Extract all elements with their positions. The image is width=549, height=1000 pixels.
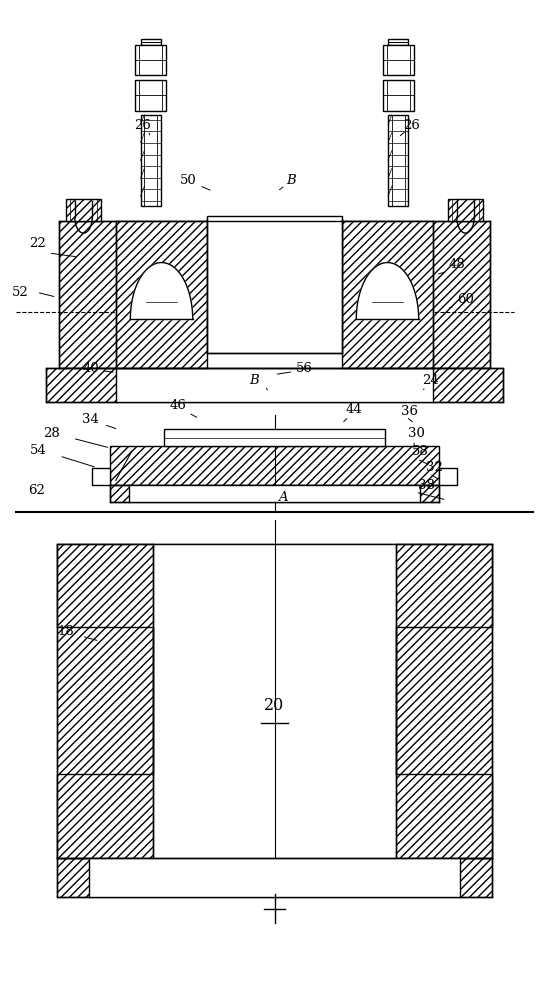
Bar [448, 199, 483, 221]
Text: 26: 26 [135, 119, 151, 132]
Polygon shape [57, 544, 154, 858]
Text: 24: 24 [422, 374, 439, 387]
Bar [110, 485, 439, 502]
Bar [388, 39, 408, 45]
Text: 56: 56 [296, 362, 312, 375]
Text: B: B [286, 174, 295, 187]
Text: 58: 58 [411, 445, 428, 458]
Text: 36: 36 [401, 405, 417, 418]
Text: 20: 20 [265, 697, 284, 714]
Bar [66, 199, 101, 221]
Text: 26: 26 [404, 119, 420, 132]
Polygon shape [395, 544, 492, 858]
Bar [92, 468, 110, 485]
Bar [116, 221, 433, 368]
Polygon shape [356, 263, 419, 319]
Bar [110, 446, 439, 485]
Text: 32: 32 [427, 461, 443, 474]
Bar [208, 216, 341, 353]
Polygon shape [395, 544, 492, 858]
Polygon shape [57, 544, 154, 858]
Bar [383, 80, 414, 111]
Bar [135, 80, 166, 111]
Bar [141, 115, 161, 206]
Text: 60: 60 [457, 293, 474, 306]
Bar [116, 221, 208, 368]
Text: 44: 44 [346, 403, 362, 416]
Text: 40: 40 [82, 362, 99, 375]
Bar [341, 221, 433, 368]
Text: 38: 38 [418, 479, 435, 492]
Bar [439, 468, 457, 485]
Bar [135, 45, 166, 75]
Bar [116, 368, 433, 402]
Text: 28: 28 [43, 427, 60, 440]
Bar [383, 45, 414, 75]
Polygon shape [130, 263, 193, 319]
Bar [57, 858, 492, 897]
Text: 34: 34 [82, 413, 99, 426]
Bar [154, 544, 395, 858]
Bar [46, 368, 503, 402]
Text: 54: 54 [30, 444, 46, 457]
Text: 18: 18 [58, 625, 74, 638]
Text: 52: 52 [12, 286, 29, 299]
Bar [164, 429, 385, 446]
Text: 50: 50 [180, 174, 197, 187]
Text: 30: 30 [408, 427, 425, 440]
Text: A: A [278, 491, 287, 504]
Bar [141, 39, 161, 45]
Text: 46: 46 [169, 399, 186, 412]
Text: 62: 62 [28, 484, 45, 497]
Bar [388, 115, 408, 206]
Text: 48: 48 [449, 258, 466, 271]
Bar [89, 858, 460, 897]
Text: B: B [249, 374, 259, 387]
Bar [129, 485, 420, 502]
Bar [57, 544, 492, 858]
Text: 22: 22 [30, 237, 46, 250]
Bar [59, 221, 490, 368]
